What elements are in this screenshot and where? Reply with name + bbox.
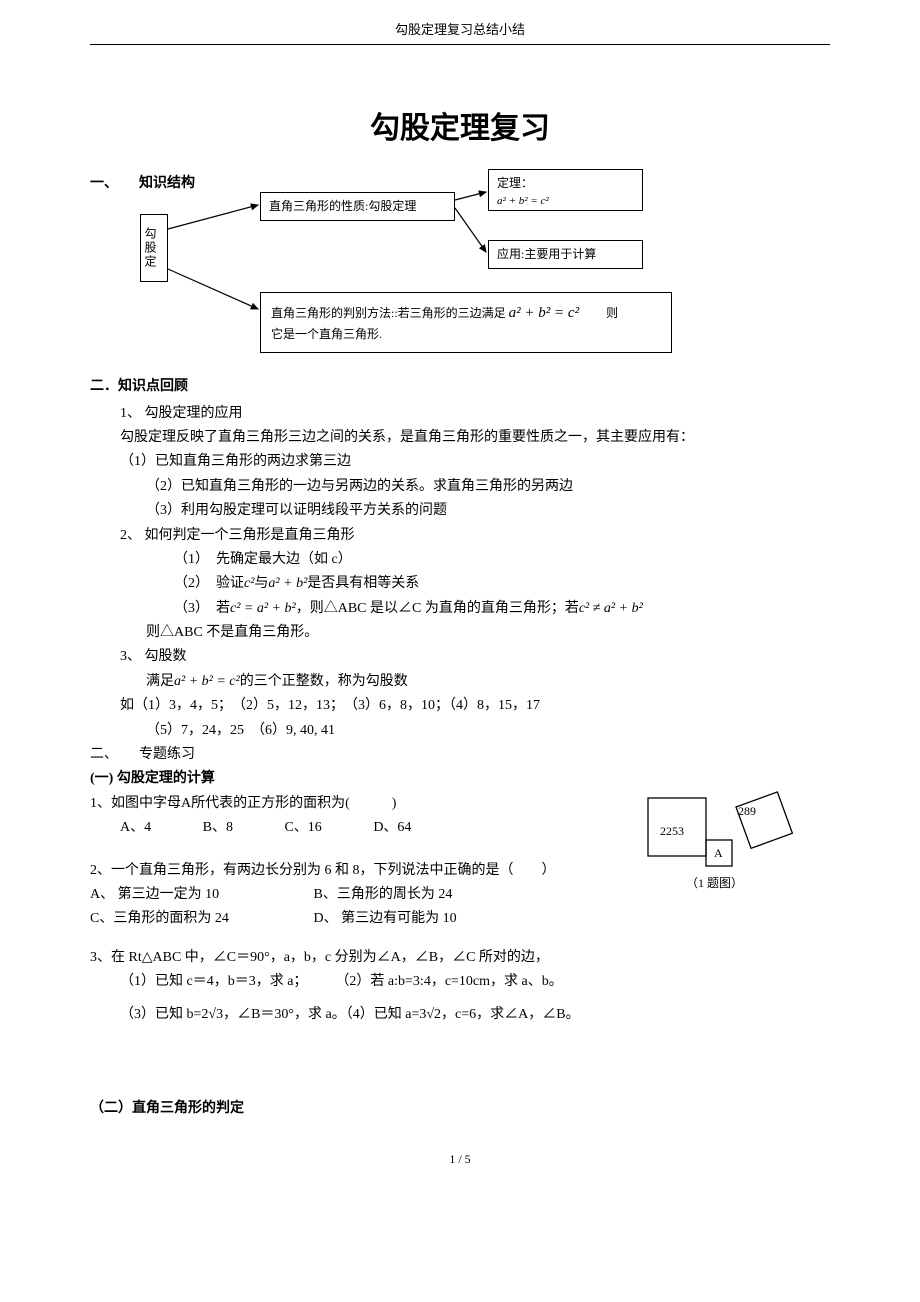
s2-p2-a: （1） 先确定最大边（如 c） bbox=[174, 549, 830, 571]
q2-opt-b: B、三角形的周长为 24 bbox=[314, 887, 453, 902]
q1-opt-b: B、8 bbox=[203, 817, 233, 839]
theorem-label: 定理： bbox=[497, 174, 634, 193]
main-title: 勾股定理复习 bbox=[90, 105, 830, 153]
q2-opt-c: C、三角形的面积为 24 bbox=[90, 908, 310, 930]
s2-p3-ex2: （5）7，24，25 （6）9, 40, 41 bbox=[146, 720, 830, 742]
q1-figure-caption: （1 题图） bbox=[686, 874, 743, 893]
s2-p2-c-post: 则△ABC 不是直角三角形。 bbox=[146, 622, 830, 644]
section-3-heading: 二、 专题练习 bbox=[90, 744, 830, 766]
diagram-application-box: 应用:主要用于计算 bbox=[488, 240, 643, 269]
q3-text: 3、在 Rt△ABC 中，∠C＝90°，a，b，c 分别为∠A，∠B，∠C 所对… bbox=[90, 947, 830, 969]
s2-p3-def: 满足a² + b² = c²的三个正整数，称为勾股数 bbox=[146, 671, 830, 693]
s2-p1-intro: 勾股定理反映了直角三角形三边之间的关系，是直角三角形的重要性质之一，其主要应用有… bbox=[120, 427, 830, 449]
q1-figure: 2253 289 A （1 题图） bbox=[640, 780, 810, 900]
s2-p1-b: （2）已知直角三角形的一边与另两边的关系。求直角三角形的另两边 bbox=[146, 476, 830, 498]
s2-p3-ex1: 如（1）3，4，5； （2）5，12，13； （3）6，8，10；（4）8，15… bbox=[120, 695, 830, 717]
s2-p3-h: 3、 勾股数 bbox=[120, 646, 830, 668]
s2-p1-a: （1）已知直角三角形的两边求第三边 bbox=[120, 451, 830, 473]
header-rule bbox=[90, 44, 830, 45]
q3-sub34: （3）已知 b=2√3，∠B＝30°，求 a。（4）已知 a=3√2，c=6，求… bbox=[120, 1004, 830, 1026]
sub2-heading: （二）直角三角形的判定 bbox=[90, 1098, 830, 1120]
section-2-heading: 二．知识点回顾 bbox=[90, 376, 830, 398]
running-header: 勾股定理复习总结小结 bbox=[90, 20, 830, 41]
judge-line1: 直角三角形的判别方法::若三角形的三边满足 bbox=[271, 306, 506, 320]
s2-p2-b: （2） 验证c²与a² + b²是否具有相等关系 bbox=[174, 573, 830, 595]
q1-fig-left-val: 2253 bbox=[660, 822, 684, 841]
q1-opt-d: D、64 bbox=[373, 817, 411, 839]
q1-opt-a: A、4 bbox=[120, 817, 151, 839]
q1-fig-bottom-label: A bbox=[714, 844, 723, 863]
theorem-equation: a² + b² = c² bbox=[497, 193, 634, 211]
q3-sub12: （1）已知 c＝4，b＝3，求 a； （2）若 a:b=3:4，c=10cm，求… bbox=[120, 971, 830, 993]
q1-opt-c: C、16 bbox=[284, 817, 321, 839]
s2-p2-h: 2、 如何判定一个三角形是直角三角形 bbox=[120, 525, 830, 547]
s2-p2-c: （3） 若c² = a² + b²，则△ABC 是以∠C 为直角的直角三角形；若… bbox=[174, 598, 830, 620]
diagram-judgment-box: 直角三角形的判别方法::若三角形的三边满足 a² + b² = c² 则 它是一… bbox=[260, 292, 672, 353]
q1-fig-right-val: 289 bbox=[738, 802, 756, 821]
q2-opt-a: A、 第三边一定为 10 bbox=[90, 884, 310, 906]
judge-line2: 它是一个直角三角形. bbox=[271, 327, 382, 341]
s2-p1-h: 1、 勾股定理的应用 bbox=[120, 403, 830, 425]
page-number: 1 / 5 bbox=[90, 1150, 830, 1169]
diagram-theorem-box: 定理： a² + b² = c² bbox=[488, 169, 643, 211]
q2-row2: C、三角形的面积为 24 D、 第三边有可能为 10 bbox=[90, 908, 830, 930]
diagram-root-box: 勾股定 bbox=[140, 214, 168, 282]
diagram-property-box: 直角三角形的性质:勾股定理 bbox=[260, 192, 455, 221]
knowledge-structure-diagram: 勾股定 直角三角形的性质:勾股定理 定理： a² + b² = c² 应用:主要… bbox=[140, 174, 700, 364]
q2-opt-d: D、 第三边有可能为 10 bbox=[314, 911, 457, 926]
judge-tail: 则 bbox=[582, 306, 618, 320]
s2-p1-c: （3）利用勾股定理可以证明线段平方关系的问题 bbox=[146, 500, 830, 522]
judge-eq: a² + b² = c² bbox=[509, 305, 579, 321]
